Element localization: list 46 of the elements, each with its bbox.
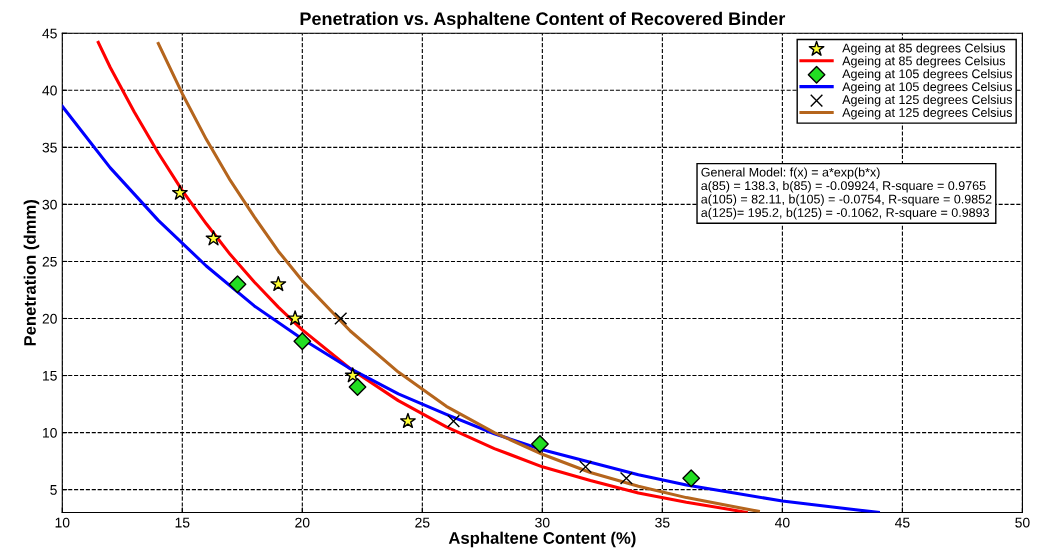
point	[287, 310, 304, 326]
x-tick-label: 15	[175, 517, 190, 528]
point	[228, 275, 247, 294]
point	[619, 471, 633, 485]
point	[348, 378, 367, 396]
point	[205, 230, 222, 246]
point	[171, 184, 188, 200]
legend-label: Ageing at 105 degrees Celsius	[842, 69, 1012, 81]
x-tick-label: 10	[55, 517, 70, 528]
legend-label: Ageing at 85 degrees Celsius	[842, 43, 1006, 55]
x-tick-label: 40	[774, 517, 790, 528]
y-tick-label: 30	[42, 199, 57, 210]
y-tick-label: 10	[43, 427, 57, 438]
point	[270, 275, 287, 292]
chart-title: Penetration vs. Asphaltene Content of Recovered Binder	[300, 11, 786, 29]
x-tick-label: 50	[1015, 517, 1030, 528]
y-tick-label: 25	[42, 256, 57, 267]
annotation: a(125)= 195.2, b(125) = -0.1062, R-square = 0.9893	[701, 207, 989, 220]
x-axis-title: Asphaltene Content (%)	[448, 531, 636, 548]
point	[334, 311, 348, 325]
y-tick-label: 35	[42, 142, 57, 153]
point	[579, 460, 593, 474]
legend-label: Ageing at 85 degrees Celsius	[842, 56, 1006, 68]
x-tick-label: 45	[895, 517, 910, 528]
x-tick-label: 25	[415, 517, 430, 528]
y-tick-label: 45	[42, 28, 57, 39]
y-tick-label: 20	[42, 313, 57, 324]
legend-label: Ageing at 125 degrees Celsius	[842, 107, 1012, 120]
x-tick-label: 20	[295, 517, 310, 528]
y-tick-label: 15	[43, 371, 57, 381]
legend-label: Ageing at 125 degrees Celsius	[842, 94, 1012, 107]
point	[344, 367, 361, 383]
point	[293, 332, 312, 351]
x-tick-label: 30	[535, 517, 550, 528]
annotation: General Model: f(x) = a*exp(b*x)	[701, 167, 880, 180]
legend-label: Ageing at 105 degrees Celsius	[842, 81, 1012, 94]
annotation: a(105) = 82.11, b(105) = -0.0754, R-square = 0.9852	[701, 194, 992, 206]
annotation: a(85) = 138.3, b(85) = -0.09924, R-square = 0.9765	[701, 180, 986, 193]
point	[531, 435, 549, 453]
y-tick-label: 5	[50, 485, 57, 495]
point	[682, 469, 701, 488]
point	[400, 412, 416, 429]
x-tick-label: 35	[655, 517, 670, 528]
y-tick-label: 40	[42, 85, 57, 96]
point	[447, 414, 461, 428]
y-axis-title: Penetration (dmm)	[23, 200, 40, 346]
